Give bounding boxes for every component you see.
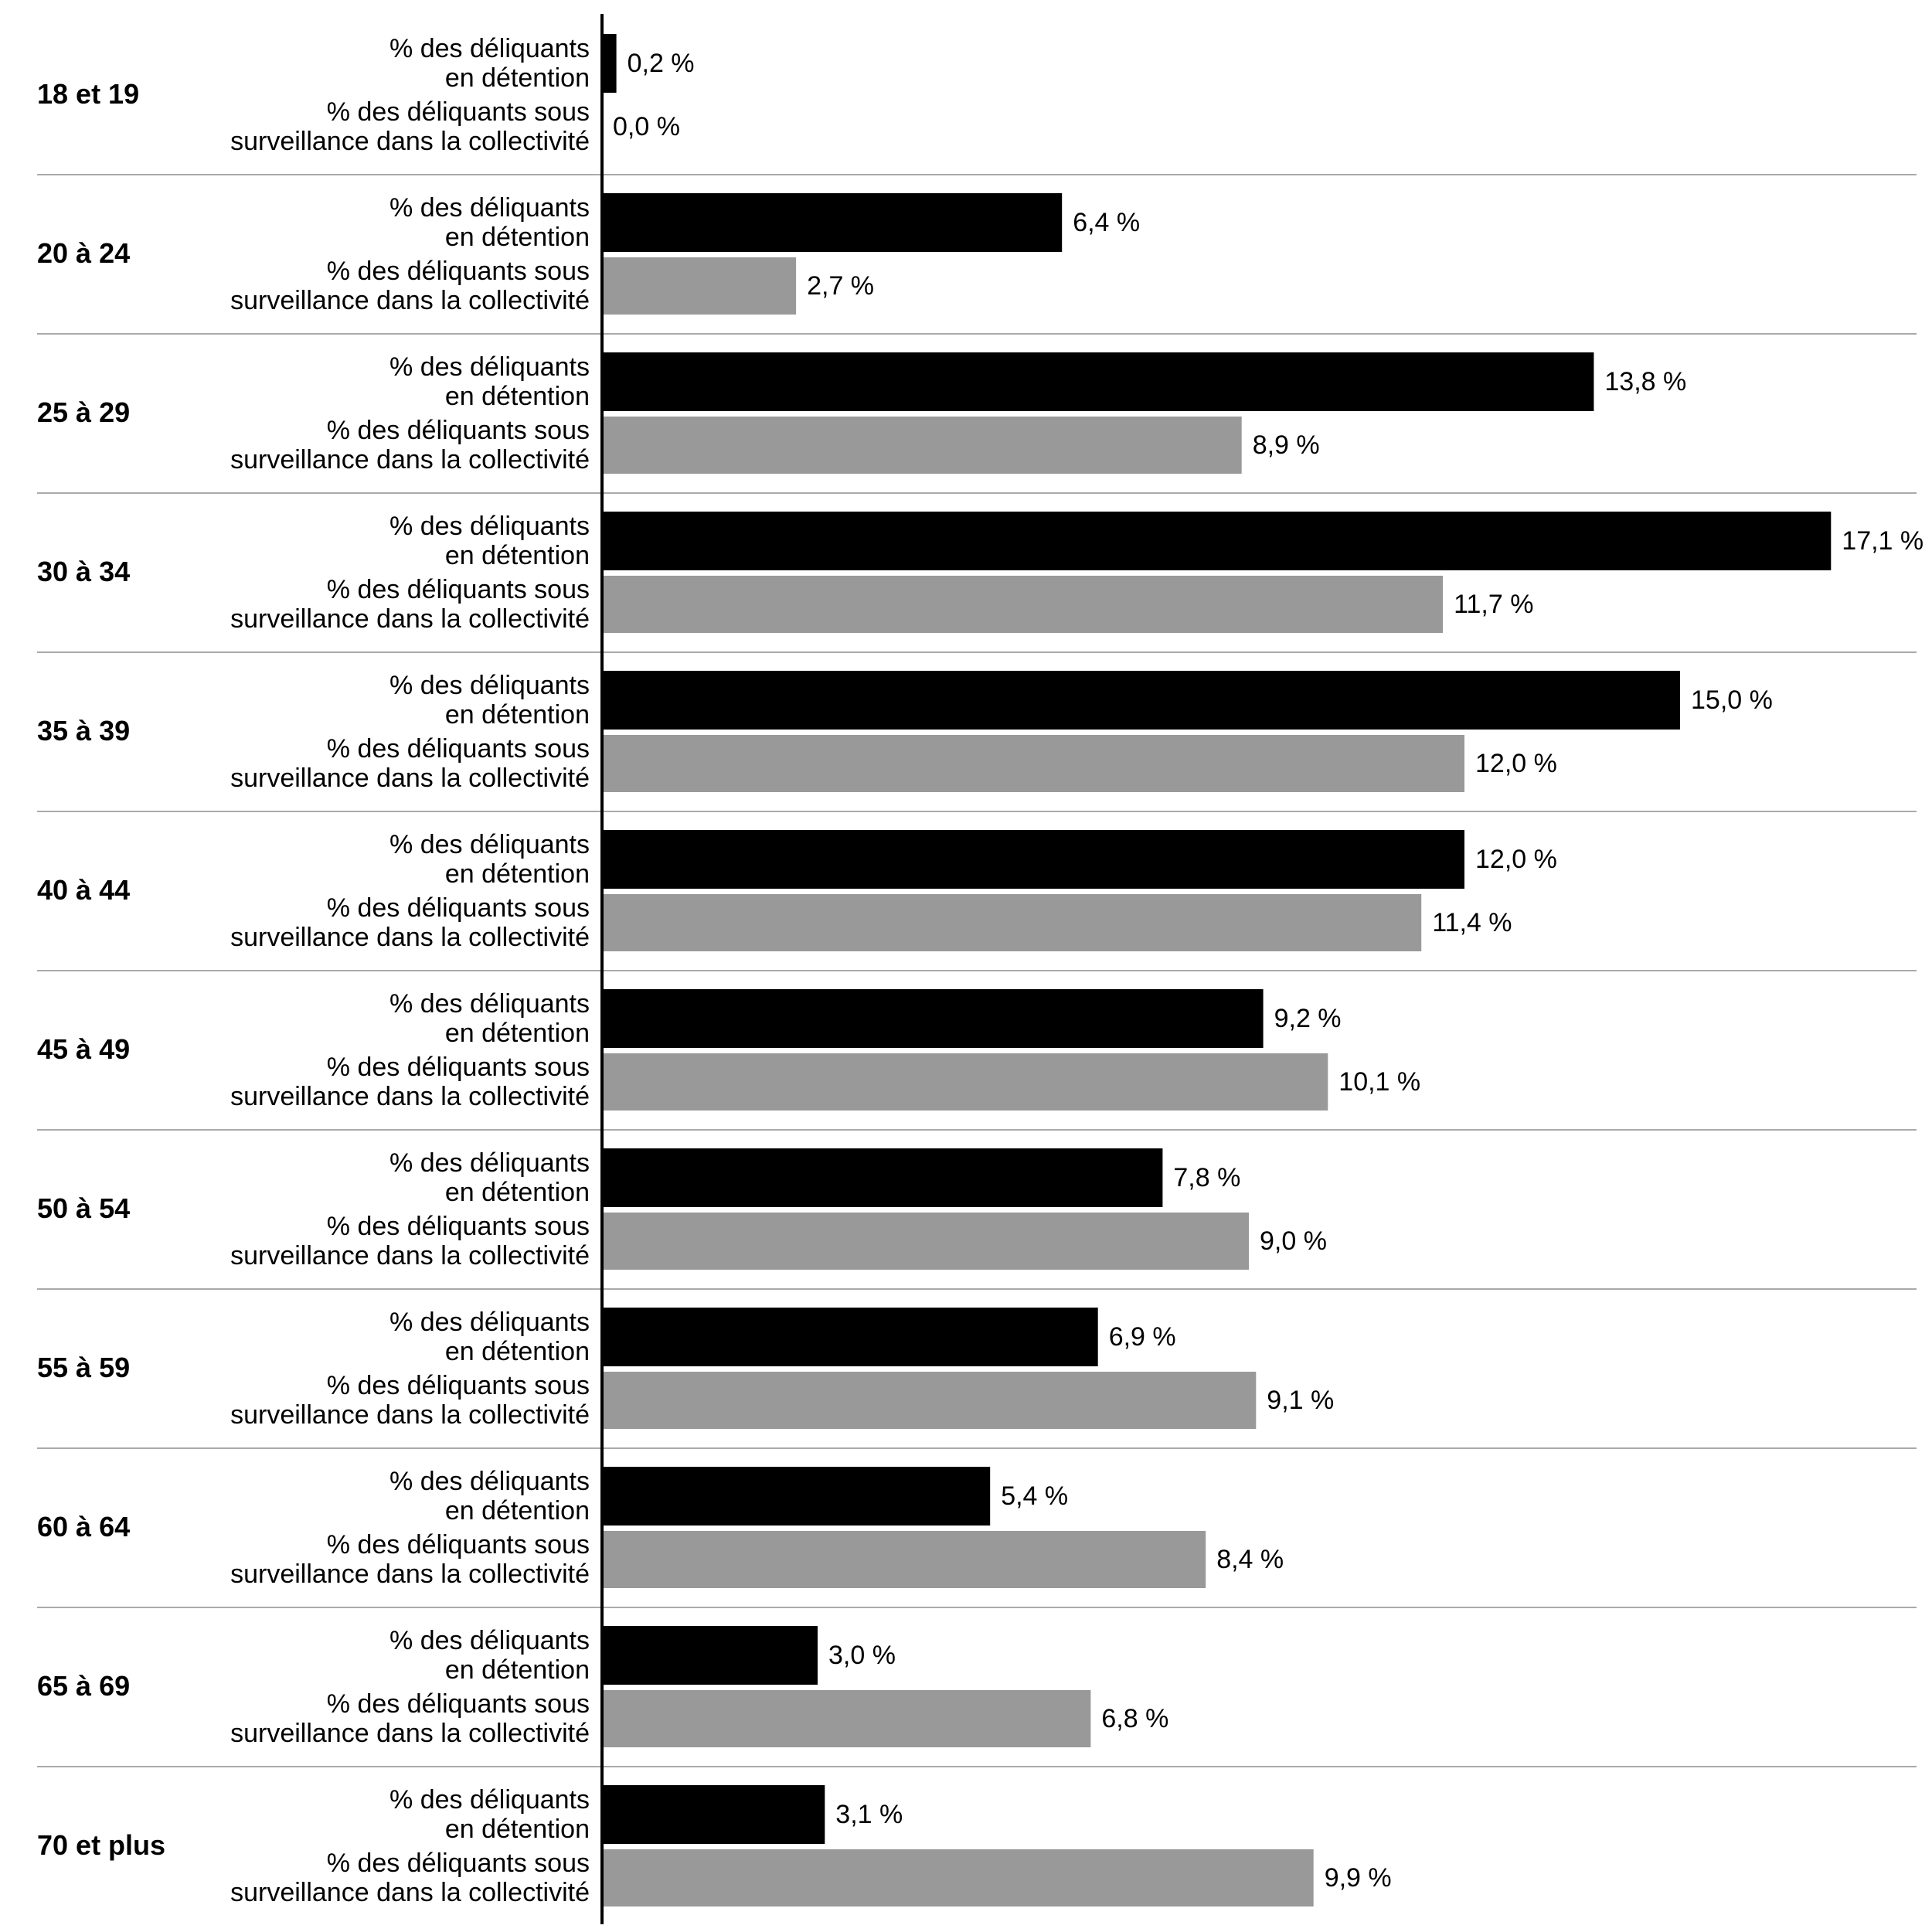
series-label: % des déliquants sous surveillance dans …	[230, 416, 590, 474]
value-label: 7,8 %	[1173, 1163, 1241, 1192]
value-label: 12,0 %	[1475, 749, 1557, 778]
value-label: 5,4 %	[1001, 1481, 1069, 1511]
bar	[602, 1849, 1314, 1906]
series-label: % des déliquants en détention	[389, 671, 590, 730]
value-label: 6,8 %	[1101, 1704, 1169, 1733]
bar	[602, 1213, 1249, 1270]
bar	[602, 1308, 1098, 1366]
series-label: % des déliquants en détention	[389, 1626, 590, 1685]
bar	[602, 1531, 1206, 1588]
bar	[602, 34, 617, 93]
value-label: 10,1 %	[1338, 1067, 1421, 1097]
series-label: % des déliquants sous surveillance dans …	[230, 1053, 590, 1111]
value-label: 15,0 %	[1691, 685, 1773, 715]
series-label: % des déliquants en détention	[389, 1148, 590, 1207]
value-label: 8,9 %	[1252, 430, 1320, 460]
series-label: % des déliquants sous surveillance dans …	[230, 1371, 590, 1430]
bar	[602, 257, 797, 315]
value-label: 3,1 %	[835, 1800, 903, 1829]
category-label: 40 à 44	[37, 874, 131, 906]
bar	[602, 1372, 1257, 1429]
series-label: % des déliquants sous surveillance dans …	[230, 1849, 590, 1907]
series-label: % des déliquants en détention	[389, 34, 590, 93]
series-label: % des déliquants en détention	[389, 512, 590, 570]
bar	[602, 1785, 825, 1844]
bar	[602, 1690, 1091, 1747]
bar	[602, 894, 1422, 951]
category-label: 20 à 24	[37, 237, 131, 269]
category-label: 30 à 34	[37, 556, 131, 587]
value-label: 17,1 %	[1842, 526, 1924, 556]
bar	[602, 989, 1264, 1048]
category-label: 25 à 29	[37, 396, 131, 428]
bar	[602, 1148, 1163, 1207]
series-label: % des déliquants sous surveillance dans …	[230, 1212, 590, 1270]
value-label: 2,7 %	[807, 271, 875, 301]
value-label: 3,0 %	[828, 1641, 896, 1670]
bar	[602, 1053, 1328, 1111]
value-label: 6,9 %	[1108, 1322, 1176, 1352]
category-label: 35 à 39	[37, 715, 131, 747]
value-label: 9,1 %	[1267, 1386, 1335, 1415]
series-label: % des déliquants en détention	[389, 193, 590, 252]
bar	[602, 1626, 818, 1685]
series-label: % des déliquants sous surveillance dans …	[230, 734, 590, 793]
value-label: 8,4 %	[1216, 1545, 1284, 1574]
value-label: 13,8 %	[1604, 367, 1687, 396]
series-label: % des déliquants en détention	[389, 1467, 590, 1526]
bar	[602, 576, 1444, 633]
value-label: 9,2 %	[1274, 1004, 1342, 1033]
value-label: 11,7 %	[1454, 590, 1534, 619]
series-label: % des déliquants sous surveillance dans …	[230, 1530, 590, 1589]
category-label: 50 à 54	[37, 1192, 131, 1224]
series-label: % des déliquants en détention	[389, 989, 590, 1048]
series-label: % des déliquants sous surveillance dans …	[230, 257, 590, 315]
bar	[602, 671, 1680, 730]
series-label: % des déliquants en détention	[389, 1308, 590, 1366]
bar	[602, 193, 1063, 252]
category-label: 65 à 69	[37, 1670, 131, 1702]
category-label: 45 à 49	[37, 1033, 131, 1065]
value-label: 6,4 %	[1073, 208, 1141, 237]
series-label: % des déliquants en détention	[389, 352, 590, 411]
category-label: 55 à 59	[37, 1352, 131, 1383]
series-label: % des déliquants sous surveillance dans …	[230, 97, 590, 156]
value-label: 9,9 %	[1324, 1863, 1392, 1893]
bar	[602, 352, 1594, 411]
bar	[602, 735, 1464, 792]
value-label: 12,0 %	[1475, 845, 1557, 874]
series-label: % des déliquants sous surveillance dans …	[230, 1689, 590, 1748]
value-label: 0,0 %	[613, 112, 680, 141]
category-label: 60 à 64	[37, 1511, 131, 1543]
series-label: % des déliquants sous surveillance dans …	[230, 575, 590, 634]
value-label: 9,0 %	[1260, 1226, 1327, 1256]
category-label: 70 et plus	[37, 1829, 166, 1861]
bar	[602, 1467, 991, 1526]
bar	[602, 417, 1242, 474]
series-label: % des déliquants en détention	[389, 830, 590, 889]
series-label: % des déliquants sous surveillance dans …	[230, 893, 590, 952]
value-label: 0,2 %	[627, 49, 695, 78]
bar	[602, 512, 1832, 570]
bar	[602, 830, 1464, 889]
series-label: % des déliquants en détention	[389, 1785, 590, 1844]
category-label: 18 et 19	[37, 78, 140, 110]
value-label: 11,4 %	[1432, 908, 1512, 937]
